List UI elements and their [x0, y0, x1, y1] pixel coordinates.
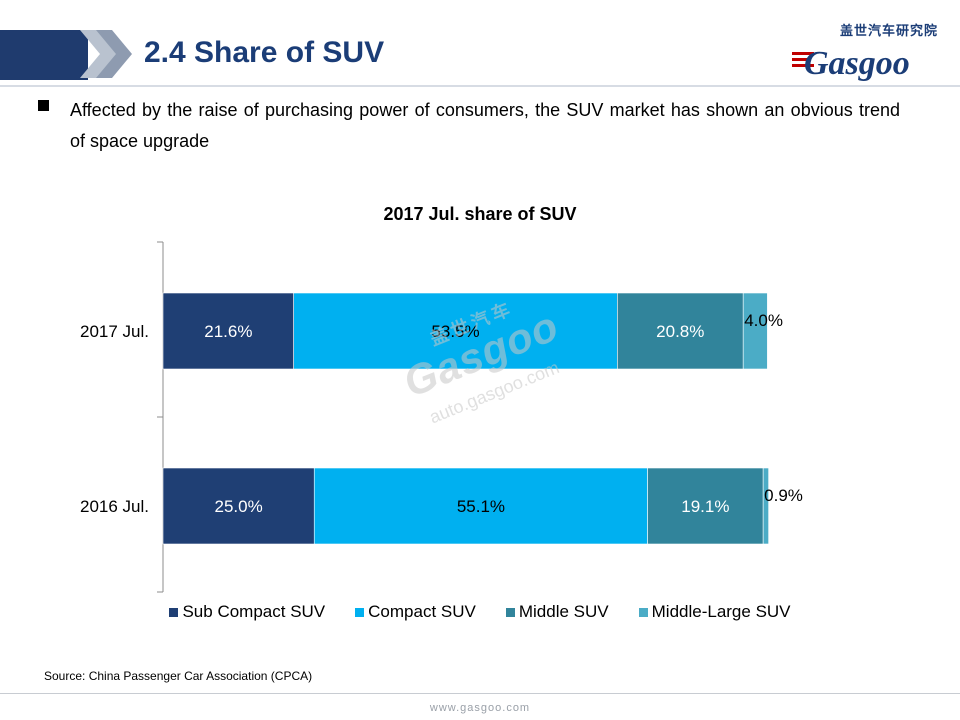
chart-title: 2017 Jul. share of SUV: [383, 204, 577, 224]
data-label: 25.0%: [215, 497, 263, 516]
bar-segment: [647, 467, 764, 545]
header-divider: [0, 85, 960, 87]
bullet-text: Affected by the raise of purchasing powe…: [70, 100, 900, 151]
legend-label: Compact SUV: [368, 602, 476, 621]
category-label: 2017 Jul.: [80, 322, 149, 341]
legend-item: Compact SUV: [355, 602, 476, 622]
legend-swatch: [169, 607, 179, 617]
data-label: 53.5%: [431, 322, 479, 341]
logo-wordmark: Gasgoo: [804, 45, 910, 82]
page-title: 2.4 Share of SUV: [144, 36, 385, 69]
source-note: Source: China Passenger Car Association …: [44, 669, 313, 683]
logo-chinese-text: 盖世汽车研究院: [840, 23, 939, 38]
legend-swatch: [505, 607, 515, 617]
data-label: 4.0%: [744, 311, 783, 330]
gasgoo-logo: Gasgoo: [792, 45, 910, 82]
footer-divider: [0, 693, 960, 694]
bar-segment: [162, 292, 294, 370]
chevron-decoration-icon: [80, 30, 132, 78]
bar-segment: [742, 292, 768, 370]
legend-item: Sub Compact SUV: [169, 602, 325, 622]
bar-segment: [293, 292, 618, 370]
data-label: 21.6%: [204, 322, 252, 341]
footer-url: www.gasgoo.com: [429, 702, 531, 714]
bar-segment: [762, 467, 769, 545]
bar-segment: [162, 467, 315, 545]
data-label: 19.1%: [681, 497, 729, 516]
legend-item: Middle SUV: [505, 602, 609, 622]
legend-label: Middle-Large SUV: [651, 602, 791, 621]
legend-swatch: [355, 607, 365, 617]
bullet-square-icon: [38, 100, 49, 111]
chart-legend: Sub Compact SUV Compact SUV Middle SUV Midd…: [0, 602, 960, 622]
data-label: 55.1%: [457, 497, 505, 516]
category-label: 2016 Jul.: [80, 497, 149, 516]
header-bar: [0, 30, 88, 80]
data-label: 20.8%: [656, 322, 704, 341]
legend-swatch: [638, 607, 648, 617]
legend-label: Middle SUV: [518, 602, 609, 621]
bar-segment: [617, 292, 744, 370]
data-label: 0.9%: [764, 486, 803, 505]
legend-item: Middle-Large SUV: [638, 602, 791, 622]
legend-label: Sub Compact SUV: [182, 602, 326, 621]
